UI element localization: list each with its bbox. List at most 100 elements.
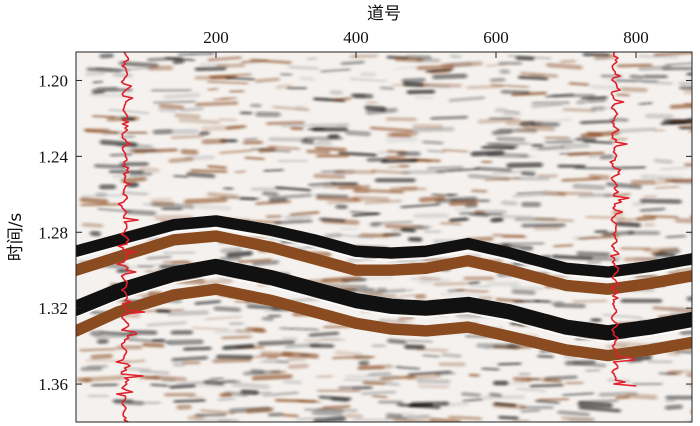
seismic-wavelet [586,131,603,137]
seismic-wavelet [486,281,520,287]
seismic-wavelet [578,405,621,413]
seismic-wavelet [398,316,415,321]
seismic-wavelet [386,130,419,138]
seismic-wavelet [340,60,365,66]
seismic-wavelet [171,260,189,264]
seismic-wavelet [562,107,596,113]
plot-frame [75,51,693,423]
seismic-wavelet [423,230,442,233]
seismic-wavelet [397,151,421,157]
seismic-wavelet [519,120,535,127]
seismic-wavelet [172,59,185,65]
seismic-wavelet [79,347,117,352]
seismic-wavelet [531,103,563,109]
seismic-wavelet [315,193,349,199]
seismic-wavelet [257,340,296,346]
seismic-wavelet [674,217,692,224]
seismic-wavelet [401,170,446,175]
seismic-wavelet [163,92,201,100]
seismic-wavelet [481,367,500,371]
seismic-wavelet [406,372,442,381]
seismic-wavelet [216,354,254,360]
seismic-wavelet [579,119,615,125]
seismic-wavelet [127,338,170,344]
seismic-wavelet [590,318,602,322]
seismic-wavelet [498,415,519,420]
seismic-wavelet [137,265,154,268]
seismic-wavelet [217,397,235,402]
seismic-wavelet [207,87,219,91]
seismic-wavelet [181,361,201,365]
seismic-wavelet [158,103,185,111]
seismic-wavelet [126,131,148,134]
seismic-wavelet [319,335,340,341]
seismic-wavelet [240,219,282,224]
x-axis: 200 400 600 800 [203,28,649,58]
seismic-wavelet [616,93,630,97]
seismic-wavelet [245,406,274,414]
seismic-wavelet [176,404,192,410]
seismic-wavelet [510,285,543,291]
seismic-wavelet [404,344,426,350]
seismic-wavelet [225,76,255,81]
seismic-wavelet [207,80,249,85]
seismic-wavelet [396,412,416,418]
seismic-wavelet [85,71,106,77]
seismic-wavelet [656,178,677,182]
seismic-wavelet [262,391,299,397]
seismic-wavelet [492,233,527,239]
seismic-wavelet [516,191,544,195]
seismic-wavelet [518,372,531,376]
well-log-curve [115,52,146,422]
seismic-wavelet [521,201,541,208]
seismic-wavelet [82,375,125,383]
seismic-wavelet [320,68,351,73]
seismic-wavelet [489,392,502,398]
y-tick-label: 1.32 [38,299,68,318]
x-axis-title: 道号 [367,4,401,24]
seismic-wavelet [352,195,390,202]
seismic-wavelet [344,413,363,419]
seismic-wavelet [219,97,237,100]
seismic-wavelet [91,383,119,387]
seismic-wavelet [201,138,228,145]
seismic-wavelet [218,118,237,122]
seismic-wavelet [231,382,270,390]
seismic-wavelet [497,362,522,366]
seismic-wavelet [268,145,300,151]
seismic-wavelet [120,176,147,183]
seismic-wavelet [669,369,692,374]
seismic-wavelet [534,217,574,223]
seismic-wavelet [287,363,309,370]
seismic-wavelet [150,383,169,388]
seismic-wavelet [195,203,232,211]
seismic-wavelet [370,220,413,226]
seismic-wavelet [261,316,274,322]
seismic-wavelet [330,397,349,403]
seismic-wavelet [544,136,570,139]
seismic-wavelet [620,298,663,303]
seismic-wavelet [190,169,228,173]
seismic-wavelet [79,197,109,205]
seismic-wavelet [199,131,210,136]
seismic-wavelet [358,290,383,296]
seismic-wavelet [290,126,304,131]
seismic-wavelet [108,108,150,115]
seismic-wavelet [383,374,400,378]
seismic-wavelet [372,395,388,399]
seismic-wavelet [333,96,352,102]
seismic-wavelet [194,413,227,417]
seismic-wavelet [183,346,212,351]
seismic-wavelet [277,159,308,163]
seismic-wavelet [96,86,118,90]
seismic-wavelet [490,77,506,83]
seismic-wavelet [173,399,206,403]
seismic-wavelet [578,235,619,240]
seismic-wavelet [392,418,434,422]
seismic-wavelet [386,381,400,387]
seismic-wavelet [334,169,376,175]
seismic-wavelet [250,103,262,108]
seismic-wavelet [317,407,358,413]
seismic-wavelet [266,120,305,126]
seismic-wavelet [222,343,255,351]
